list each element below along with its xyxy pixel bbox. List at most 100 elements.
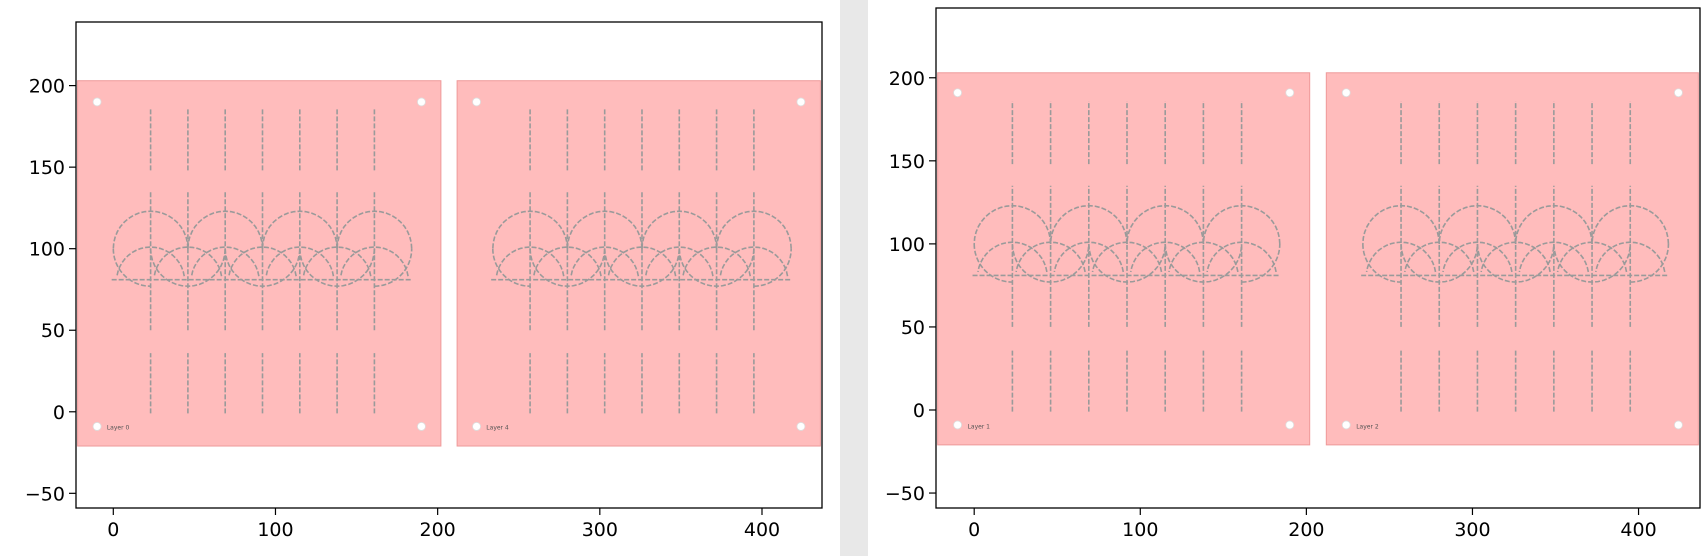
cut-arc-inner [190, 246, 260, 277]
cut-arc-upper [491, 210, 569, 249]
panel-0: Layer 0 [77, 80, 442, 447]
cut-arc-upper [641, 210, 718, 249]
x-tick-label: 300 [1454, 519, 1490, 541]
y-tick-label: 150 [889, 151, 925, 173]
x-tick-label: 200 [420, 519, 456, 541]
mounting-hole [1285, 88, 1295, 98]
x-tick-label: 100 [257, 519, 293, 541]
cut-arc-inner [302, 246, 372, 277]
cut-arc-upper [715, 210, 792, 249]
axes-frame [75, 21, 823, 509]
cut-arc-lower [678, 248, 755, 288]
cut-arc-inner [644, 246, 714, 277]
mounting-hole [1341, 420, 1351, 430]
panel-layer-label: Layer 4 [486, 425, 509, 432]
mounting-hole [1285, 420, 1295, 430]
cut-arc-inner [1053, 241, 1125, 273]
chart-left: Layer 0 Layer 4 0 100 200 300 400 −50 0 50 100 150 2… [0, 0, 840, 556]
mounting-hole [472, 97, 481, 107]
cut-arc-upper [187, 210, 264, 249]
cut-arc-inner [495, 246, 565, 277]
panel-layer-label: Layer 1 [968, 423, 991, 430]
y-tick-label: −50 [25, 483, 65, 505]
cut-arc-inner [532, 246, 602, 277]
cut-arc-lower [1011, 243, 1090, 283]
cut-arc-upper [1202, 204, 1281, 244]
cut-arc-lower [1164, 243, 1243, 283]
cut-arc-right [1630, 243, 1670, 283]
mounting-hole [953, 420, 962, 430]
y-tick-label: 200 [29, 76, 65, 98]
plot-area: Layer 0 Layer 4 [77, 80, 821, 447]
cut-arc-upper [973, 204, 1052, 244]
cut-arc-lower [299, 248, 376, 288]
mounting-hole [1341, 88, 1351, 98]
cut-arc-left [112, 248, 151, 287]
cut-arc-lower [1400, 243, 1479, 283]
cut-arc-inner [1594, 241, 1666, 273]
mounting-hole [92, 422, 102, 431]
cut-arc-inner [153, 246, 223, 277]
mounting-hole [1674, 420, 1683, 430]
cut-arc-inner [116, 246, 186, 277]
cut-arc-lower [603, 248, 681, 288]
cut-arc-inner [1015, 241, 1086, 273]
cut-arc-inner [339, 246, 409, 277]
chart-left-svg: Layer 0 Layer 4 0 100 200 300 400 −50 0 50 100 150 2… [25, 21, 823, 541]
cut-arc-upper [336, 210, 413, 249]
cut-arc-lower [224, 248, 301, 288]
panel-0: Layer 1 [937, 72, 1311, 446]
cut-arc-inner [1518, 241, 1590, 273]
cut-arc-inner [1480, 241, 1551, 273]
x-tick-label: 400 [744, 519, 780, 541]
cut-arc-upper [112, 210, 189, 249]
mounting-hole [953, 88, 962, 98]
panel-1: Layer 4 [456, 80, 821, 447]
cut-arc-lower [1476, 243, 1555, 283]
cut-arc-inner [682, 246, 752, 277]
mounting-hole [92, 97, 102, 107]
mounting-hole [796, 97, 806, 107]
axes-frame [935, 7, 1701, 509]
cut-arc-inner [1168, 241, 1239, 273]
panel-layer-label: Layer 0 [107, 425, 130, 432]
cut-arc-lower [529, 248, 606, 288]
cut-arc-right [1241, 243, 1281, 283]
cut-arc-inner [1442, 241, 1513, 273]
panel-1: Layer 2 [1325, 72, 1699, 446]
y-tick-label: 100 [29, 239, 65, 261]
x-tick-label: 200 [1288, 519, 1324, 541]
cut-arc-left [1362, 243, 1402, 283]
mounting-hole [1674, 88, 1683, 98]
cut-arc-upper [1591, 204, 1670, 244]
cut-arc-upper [1049, 204, 1128, 244]
mounting-hole [472, 422, 481, 431]
panel-rect [456, 80, 821, 447]
cut-arc-inner [1129, 241, 1201, 273]
y-tick-label: −50 [885, 483, 925, 505]
cut-arc-inner [265, 246, 335, 277]
cut-arc-inner [977, 241, 1048, 273]
cut-arc-inner [1403, 241, 1475, 273]
cut-arc-upper [566, 210, 643, 249]
cut-arc-upper [1514, 204, 1593, 244]
cut-arc-upper [1362, 204, 1441, 244]
panel-rect [1325, 72, 1699, 446]
cut-arc-inner [1206, 241, 1277, 273]
x-tick-label: 100 [1122, 519, 1158, 541]
x-tick-label: 300 [582, 519, 618, 541]
x-tick-label: 0 [107, 519, 119, 541]
y-tick-label: 0 [913, 400, 925, 422]
chart-right: Layer 1 Layer 2 0 100 200 300 400 −50 0 50 100 150 2… [868, 0, 1702, 556]
cut-arc-inner [1556, 241, 1628, 273]
cut-arc-left [973, 243, 1013, 283]
cut-arc-upper [261, 210, 338, 249]
cut-arc-inner [228, 246, 297, 277]
y-tick-label: 50 [41, 320, 65, 342]
y-tick-label: 0 [53, 402, 65, 424]
panel-layer-label: Layer 2 [1356, 423, 1379, 430]
mounting-hole [417, 422, 426, 431]
cut-arc-lower [1553, 243, 1632, 283]
cut-arc-inner [719, 246, 789, 277]
cut-arc-right [753, 248, 792, 287]
